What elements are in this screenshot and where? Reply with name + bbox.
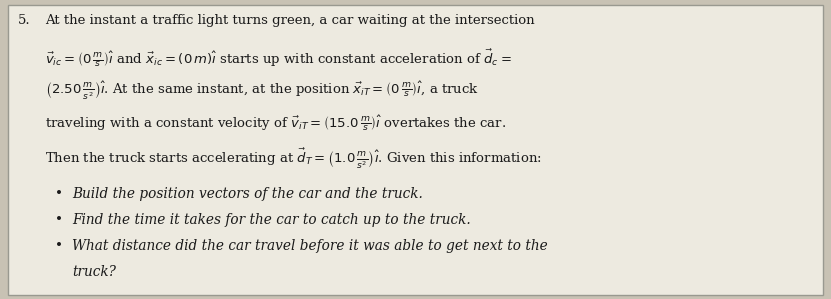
Text: What distance did the car travel before it was able to get next to the: What distance did the car travel before …: [72, 239, 548, 253]
Text: Build the position vectors of the car and the truck.: Build the position vectors of the car an…: [72, 187, 423, 201]
Text: truck?: truck?: [72, 265, 116, 279]
Text: traveling with a constant velocity of $\vec{v}_{iT} = \left(15.0\,\frac{m}{s}\ri: traveling with a constant velocity of $\…: [45, 113, 506, 132]
Text: At the instant a traffic light turns green, a car waiting at the intersection: At the instant a traffic light turns gre…: [45, 14, 534, 27]
Text: •: •: [55, 187, 63, 201]
Text: 5.: 5.: [18, 14, 31, 27]
Text: $\left(2.50\,\frac{m}{s^2}\right)\hat{\imath}$. At the same instant, at the posi: $\left(2.50\,\frac{m}{s^2}\right)\hat{\i…: [45, 80, 479, 103]
Text: Then the truck starts accelerating at $\vec{d}_T = \left(1.0\,\frac{m}{s^2}\righ: Then the truck starts accelerating at $\…: [45, 146, 542, 171]
Text: $\vec{v}_{ic} = \left(0\,\frac{m}{s}\right)\hat{\imath}$ and $\vec{x}_{ic} = (0\: $\vec{v}_{ic} = \left(0\,\frac{m}{s}\rig…: [45, 47, 512, 69]
Text: Find the time it takes for the car to catch up to the truck.: Find the time it takes for the car to ca…: [72, 213, 470, 227]
Text: •: •: [55, 239, 63, 253]
FancyBboxPatch shape: [8, 5, 823, 295]
Text: •: •: [55, 213, 63, 227]
